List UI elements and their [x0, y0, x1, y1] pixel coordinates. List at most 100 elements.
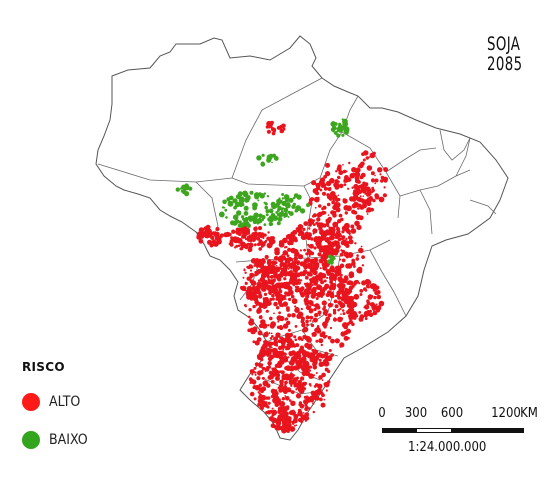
high-risk-patch	[273, 312, 275, 315]
scale-segment-1	[382, 428, 416, 433]
high-risk-patch	[325, 171, 331, 177]
high-risk-patch	[361, 280, 367, 286]
high-risk-patch	[332, 199, 336, 203]
high-risk-patch	[341, 258, 346, 263]
high-risk-patch	[343, 275, 349, 280]
high-risk-patch	[324, 351, 329, 356]
high-risk-patch	[257, 226, 263, 231]
high-risk-patch	[288, 297, 292, 301]
high-risk-patch	[264, 239, 268, 243]
high-risk-patch	[282, 323, 289, 329]
low-risk-patch	[245, 221, 250, 226]
low-risk-patch	[258, 213, 263, 219]
high-risk-patch	[366, 165, 373, 171]
high-risk-patch	[293, 424, 296, 427]
high-risk-patch	[323, 211, 327, 215]
high-risk-patch	[372, 179, 374, 181]
high-risk-patch	[311, 303, 314, 307]
high-risk-patch	[332, 237, 335, 240]
high-risk-patch	[290, 294, 295, 299]
low-risk-patch	[266, 195, 270, 198]
high-risk-patch	[353, 293, 360, 300]
high-risk-patch	[342, 169, 347, 174]
low-risk-patch	[342, 118, 348, 125]
high-risk-patch	[328, 228, 332, 232]
high-risk-patch	[347, 235, 353, 241]
high-risk-patch	[243, 269, 246, 272]
high-risk-patch	[324, 313, 328, 317]
high-risk-patch	[319, 267, 322, 270]
high-risk-patch	[364, 187, 369, 192]
low-risk-patch	[279, 211, 285, 217]
high-risk-patch	[297, 281, 302, 285]
high-risk-patch	[249, 288, 253, 292]
high-risk-patch	[279, 325, 283, 329]
high-risk-patch	[322, 183, 327, 188]
high-risk-patch	[305, 252, 309, 256]
high-risk-patch	[300, 420, 304, 424]
high-risk-patch	[351, 261, 356, 266]
high-risk-patch	[288, 379, 294, 385]
high-risk-patch	[355, 313, 358, 316]
high-risk-patch	[369, 188, 372, 191]
low-risk-patch	[301, 209, 304, 211]
low-risk-patch	[283, 203, 287, 206]
high-risk-patch	[320, 295, 324, 298]
high-risk-patch	[264, 404, 269, 408]
high-risk-patch	[267, 356, 273, 362]
high-risk-patch	[339, 234, 342, 238]
high-risk-patch	[355, 279, 359, 284]
high-risk-patch	[308, 369, 312, 372]
high-risk-patch	[287, 260, 290, 263]
high-risk-patch	[273, 354, 277, 358]
high-risk-patch	[306, 263, 311, 268]
high-risk-patch	[345, 237, 348, 240]
high-risk-patch	[264, 281, 268, 284]
high-risk-patch	[293, 384, 297, 388]
high-risk-patch	[231, 229, 236, 234]
high-risk-patch	[321, 331, 326, 336]
high-risk-patch	[355, 214, 362, 220]
legend-item-high: ALTO	[22, 392, 88, 412]
high-risk-patch	[334, 234, 338, 237]
high-risk-patch	[357, 180, 361, 184]
high-risk-patch	[335, 265, 342, 272]
high-risk-patch	[287, 313, 292, 318]
high-risk-patch	[251, 291, 257, 297]
high-risk-patch	[257, 308, 262, 314]
legend-swatch-low	[22, 431, 40, 449]
high-risk-patch	[287, 267, 290, 270]
low-risk-patch	[244, 217, 249, 221]
high-risk-patch	[302, 326, 309, 333]
high-risk-patch	[293, 413, 299, 419]
high-risk-patch	[364, 304, 370, 310]
high-risk-patch	[283, 277, 287, 281]
high-risk-patch	[311, 180, 317, 186]
high-risk-patch	[370, 171, 375, 176]
high-risk-patch	[275, 290, 279, 294]
high-risk-patch	[323, 381, 330, 388]
high-risk-patch	[246, 276, 251, 281]
low-risk-patch	[230, 220, 235, 226]
high-risk-patch	[282, 301, 288, 307]
high-risk-patch	[334, 304, 339, 309]
high-risk-patch	[333, 299, 338, 304]
high-risk-patch	[277, 361, 281, 365]
high-risk-patch	[322, 307, 326, 311]
high-risk-patch	[306, 271, 312, 277]
high-risk-patch	[308, 227, 311, 230]
high-risk-patch	[253, 231, 258, 236]
high-risk-patch	[270, 388, 276, 394]
high-risk-patch	[326, 181, 330, 186]
low-risk-patch	[257, 199, 260, 202]
high-risk-patch	[327, 335, 332, 340]
high-risk-patch	[304, 275, 309, 280]
high-risk-patch	[368, 196, 373, 200]
high-risk-patch	[313, 394, 319, 401]
high-risk-patch	[261, 258, 266, 263]
high-risk-patch	[318, 338, 324, 344]
high-risk-patch	[286, 254, 290, 258]
high-risk-patch	[284, 258, 289, 263]
high-risk-patch	[249, 265, 254, 269]
high-risk-patch	[282, 127, 286, 131]
